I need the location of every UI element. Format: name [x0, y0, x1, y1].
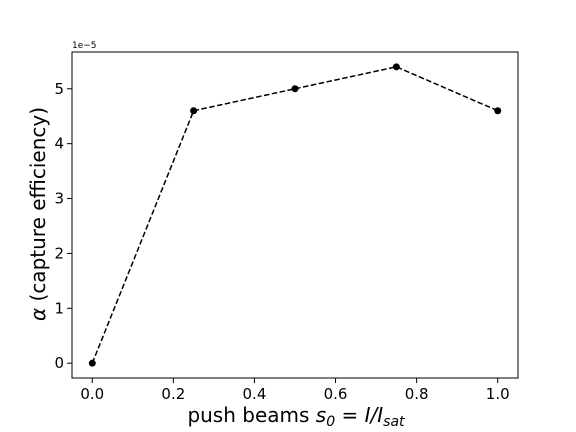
y-tick-label: 4	[54, 135, 64, 153]
y-axis-label-alpha: α	[26, 308, 50, 321]
data-point	[190, 107, 198, 115]
x-axis-label-s: s	[316, 403, 326, 427]
y-axis-offset-label: 1e−5	[72, 41, 97, 51]
y-axis-label-rest: (capture efficiency)	[26, 107, 50, 308]
x-axis-label-eq: =	[335, 403, 364, 427]
plot-frame	[71, 51, 519, 379]
x-axis-label-slash: /	[369, 403, 380, 427]
x-axis-label-i2-sub: sat	[383, 414, 405, 430]
x-axis-label-s-sub: 0	[326, 414, 335, 430]
y-axis-label: α (capture efficiency)	[26, 107, 50, 321]
x-tick-label: 0.2	[161, 385, 185, 403]
data-point	[494, 107, 502, 115]
y-tick-label: 2	[54, 244, 64, 262]
x-tick-label: 0.4	[243, 385, 267, 403]
x-axis-label-i: I	[365, 403, 371, 427]
x-axis-label: push beams s0 = I/Isat	[187, 403, 405, 430]
x-tick-label: 1.0	[486, 385, 510, 403]
y-tick-label: 5	[54, 80, 64, 98]
x-axis-label-i2: I	[377, 403, 383, 427]
y-tick-label: 3	[54, 190, 64, 208]
y-axis-ticks: 0 1 2 3 4 5	[54, 80, 72, 372]
plot-area	[71, 51, 519, 379]
y-tick-label: 0	[54, 354, 64, 372]
x-tick-label: 0.8	[405, 385, 429, 403]
x-axis-label-prefix: push beams	[187, 403, 315, 427]
series-line	[91, 66, 499, 364]
data-point	[291, 85, 299, 93]
y-tick-label: 1	[54, 299, 64, 317]
x-tick-label: 0.0	[80, 385, 104, 403]
data-point	[88, 359, 96, 367]
x-axis-ticks: 0.0 0.2 0.4 0.6 0.8 1.0	[80, 378, 510, 403]
x-tick-label: 0.6	[324, 385, 348, 403]
data-point	[392, 63, 400, 71]
series-group	[88, 63, 502, 367]
